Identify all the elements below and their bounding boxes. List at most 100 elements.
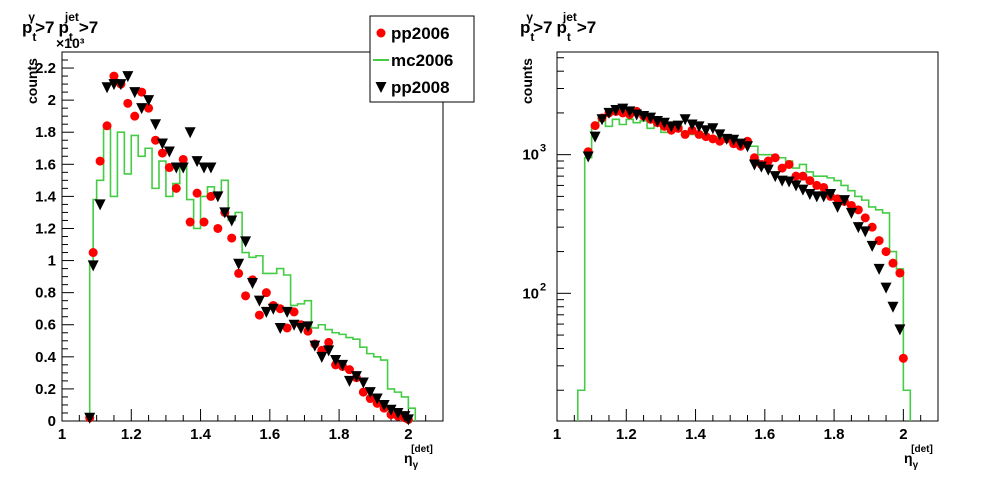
x-tick-label: 1 xyxy=(58,426,66,443)
legend-pp2006-marker xyxy=(376,28,386,38)
pp2008-point xyxy=(672,120,684,132)
pp2008-point xyxy=(143,95,155,107)
pp2008-point xyxy=(818,191,830,203)
legend-pp2008-marker xyxy=(375,82,387,93)
pp2006-point xyxy=(130,111,140,121)
pp2008-point xyxy=(742,141,753,153)
pp2008-point xyxy=(122,71,134,83)
pp2006-point xyxy=(206,191,216,201)
pp2008-point xyxy=(610,104,622,116)
pp2008-point xyxy=(852,222,864,234)
pp2006-point xyxy=(867,222,877,232)
pp2008-point xyxy=(191,156,203,168)
pp2006-point xyxy=(289,307,299,317)
left-y-axis-title: counts xyxy=(24,58,40,104)
x-tick-label: 1.8 xyxy=(824,426,845,443)
pp2006-point xyxy=(144,103,154,113)
pp2008-point xyxy=(184,127,196,139)
pp2008-point xyxy=(873,263,885,275)
legend-label: pp2006 xyxy=(391,24,450,43)
pp2008-point xyxy=(700,125,712,137)
pp2008-point xyxy=(316,351,328,363)
pp2008-point xyxy=(94,199,106,211)
pp2008-point xyxy=(136,103,148,115)
pp2008-point xyxy=(129,87,141,99)
pp2008-point xyxy=(337,359,349,371)
pp2008-point xyxy=(177,162,189,174)
pp2008-point xyxy=(343,375,355,387)
pp2008-point xyxy=(880,282,892,294)
pp2008-point xyxy=(253,295,265,307)
pp2006-point xyxy=(123,98,133,108)
y-tick-label: 2.2 xyxy=(35,60,56,77)
pp2008-point xyxy=(617,103,629,115)
pp2008-point xyxy=(108,79,120,91)
left-title: ptγ>7 ptjet>7 xyxy=(22,10,98,44)
pp2006-point xyxy=(151,135,161,145)
pp2008-point xyxy=(115,79,127,91)
mc2006-histogram-line xyxy=(576,118,912,421)
pp2008-point xyxy=(797,184,809,196)
x-tick-label: 1.2 xyxy=(616,426,637,443)
pp2008-point xyxy=(755,161,767,173)
pp2008-point xyxy=(302,321,314,333)
pp2006-point xyxy=(192,188,202,198)
pp2008-point xyxy=(845,207,857,219)
pp2008-point xyxy=(887,301,899,313)
right-title: ptγ>7 ptjet>7 xyxy=(520,10,596,44)
left-x-axis-title: ηγ[det] xyxy=(404,444,433,471)
pp2008-point xyxy=(645,112,657,124)
pp2008-point xyxy=(198,162,210,174)
pp2008-point xyxy=(101,82,113,94)
pp2008-point xyxy=(247,278,258,290)
pp2008-point xyxy=(212,191,224,203)
y-tick-label: 10 xyxy=(522,147,539,164)
pp2006-point xyxy=(178,154,188,164)
pp2006-point xyxy=(853,205,863,215)
pp2006-point xyxy=(365,394,375,404)
pp2006-point xyxy=(261,288,271,298)
y-tick-label: 1.2 xyxy=(35,220,56,237)
pp2008-point xyxy=(240,236,252,248)
y-tick-exponent: 2 xyxy=(540,281,546,293)
pp2008-point xyxy=(582,151,594,163)
pp2008-point xyxy=(894,324,906,336)
pp2006-point xyxy=(164,163,174,173)
pp2008-point xyxy=(295,322,307,334)
y-tick-label: 1.6 xyxy=(35,156,56,173)
pp2006-point xyxy=(185,217,195,227)
pp2008-point xyxy=(309,340,321,352)
pp2006-point xyxy=(770,153,780,163)
pp2006-point xyxy=(812,180,822,190)
pp2006-point xyxy=(680,129,690,139)
pp2008-point xyxy=(357,377,369,389)
pp2006-point xyxy=(234,268,244,278)
y-tick-label: 1.4 xyxy=(35,188,57,205)
y-tick-label: 1 xyxy=(48,253,56,270)
pp2008-point xyxy=(859,226,871,238)
y-tick-label: 2 xyxy=(48,92,56,109)
y-tick-label: 0.4 xyxy=(35,349,57,366)
x-tick-label: 1.4 xyxy=(685,426,707,443)
left-plot-area: 1 1.2 1.4 1.6 1.8 2 0 0.2 0.4 0.6 0.8 1 1.2 1.4 1.6 1.8… xyxy=(35,51,444,443)
pp2006-point xyxy=(590,121,600,131)
pp2006-point xyxy=(701,132,711,142)
pp2008-point xyxy=(163,146,175,158)
pp2006-point xyxy=(846,200,856,210)
pp2008-point xyxy=(205,162,217,174)
legend-label: mc2006 xyxy=(391,51,453,70)
pp2006-point xyxy=(282,323,292,333)
right-chart: ptγ>7 ptjet>7 counts ηγ[det] 1 1.2 1.4 1.6 1.… xyxy=(519,10,939,471)
pp2008-point xyxy=(330,355,342,367)
pp2006-point xyxy=(358,387,368,397)
pp2006-point xyxy=(777,163,787,173)
pp2008-point xyxy=(707,123,719,135)
pp2006-point xyxy=(171,183,181,193)
y-tick-exponent: 3 xyxy=(540,143,546,155)
x-tick-label: 1.6 xyxy=(259,426,280,443)
pp2008-point xyxy=(728,134,740,146)
pp2006-point xyxy=(715,136,725,146)
pp2008-point xyxy=(811,191,823,203)
